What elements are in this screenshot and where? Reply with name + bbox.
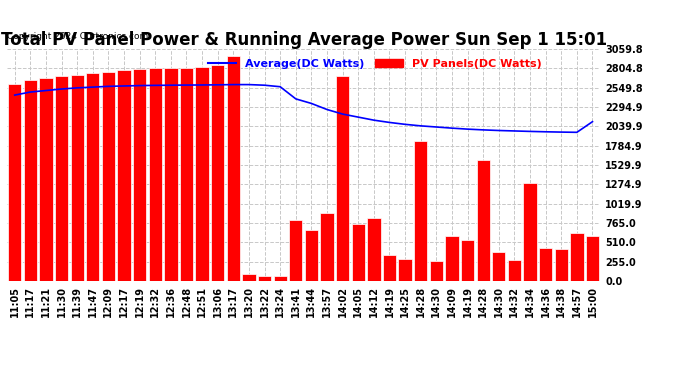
Bar [289, 220, 302, 281]
Bar [8, 84, 21, 281]
Bar [570, 232, 584, 281]
Bar [164, 68, 177, 281]
Bar [86, 73, 99, 281]
Bar [477, 160, 490, 281]
Bar [101, 72, 115, 281]
Bar [39, 78, 52, 281]
Bar [55, 76, 68, 281]
Bar [383, 255, 396, 281]
Legend: Average(DC Watts), PV Panels(DC Watts): Average(DC Watts), PV Panels(DC Watts) [204, 54, 546, 73]
Bar [508, 260, 521, 281]
Bar [211, 65, 224, 281]
Title: Total PV Panel Power & Running Average Power Sun Sep 1 15:01: Total PV Panel Power & Running Average P… [1, 31, 607, 49]
Bar [227, 56, 240, 281]
Bar [70, 75, 83, 281]
Bar [305, 230, 318, 281]
Bar [180, 68, 193, 281]
Bar [352, 224, 365, 281]
Bar [242, 274, 255, 281]
Bar [586, 236, 599, 281]
Bar [23, 80, 37, 281]
Bar [555, 249, 568, 281]
Bar [273, 276, 287, 281]
Bar [320, 213, 334, 281]
Bar [492, 252, 506, 281]
Bar [539, 248, 552, 281]
Bar [398, 259, 412, 281]
Bar [414, 141, 427, 281]
Bar [430, 261, 443, 281]
Bar [133, 69, 146, 281]
Bar [258, 276, 271, 281]
Bar [336, 76, 349, 281]
Bar [148, 69, 162, 281]
Bar [117, 70, 130, 281]
Text: Copyright 2024 Curtronics.com: Copyright 2024 Curtronics.com [7, 32, 148, 41]
Bar [195, 68, 209, 281]
Bar [367, 218, 380, 281]
Bar [461, 240, 474, 281]
Bar [445, 236, 459, 281]
Bar [524, 183, 537, 281]
